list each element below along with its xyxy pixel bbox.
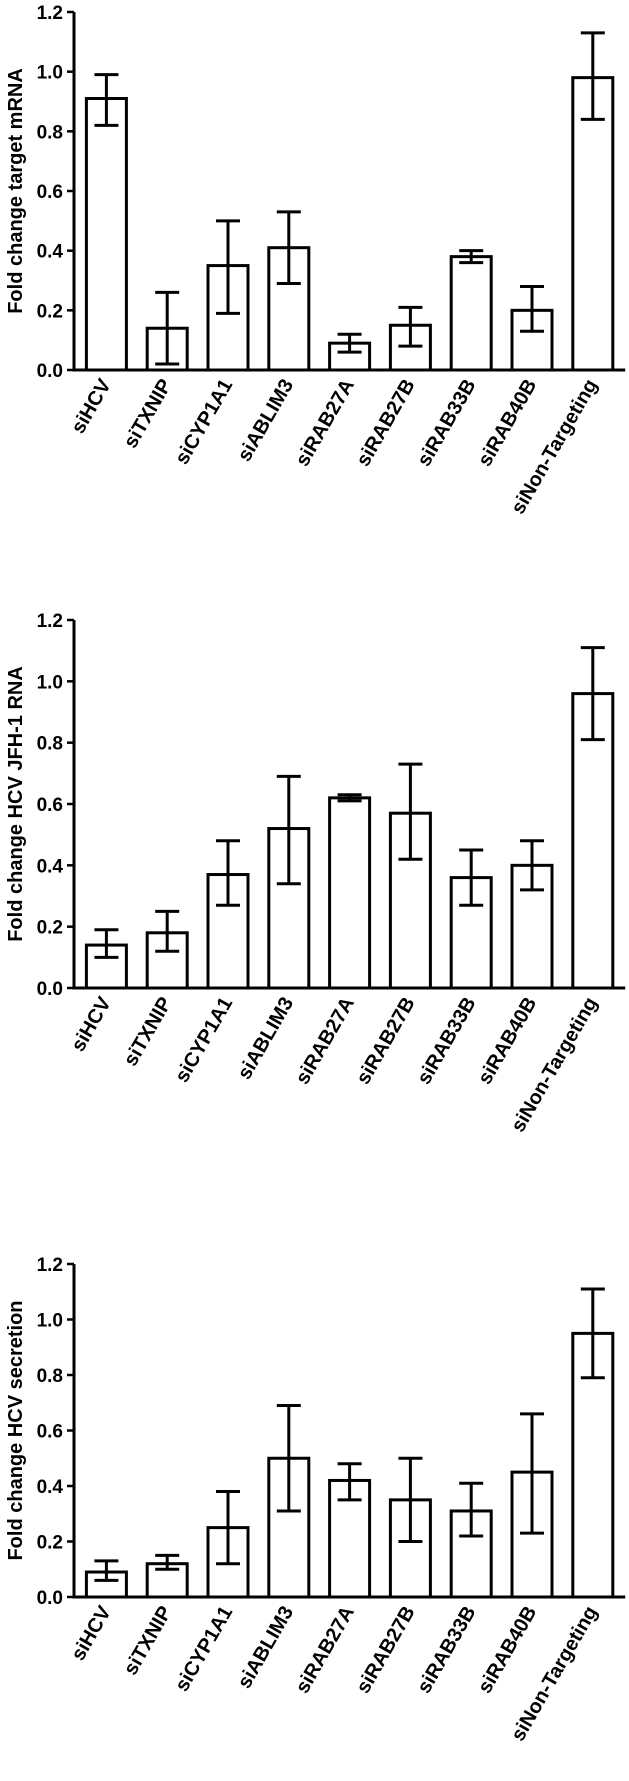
- y-axis-title: Fold change target mRNA: [5, 68, 27, 314]
- bar: [510, 1470, 554, 1599]
- category-label: siRAB27B: [352, 1603, 419, 1698]
- y-tick-label: 0.6: [37, 1422, 63, 1443]
- category-label: siRAB27A: [292, 1603, 359, 1698]
- y-tick-label: 0.0: [37, 361, 63, 382]
- category-label: siRAB27A: [292, 376, 359, 471]
- y-tick-label: 0.2: [37, 1533, 63, 1554]
- category-label: siRAB40B: [474, 1603, 541, 1698]
- y-tick-label: 0.0: [37, 1588, 63, 1609]
- category-label: siRAB27B: [352, 376, 419, 471]
- category-label: siTXNIP: [120, 376, 177, 452]
- y-tick-label: 1.0: [37, 1311, 63, 1332]
- y-tick-label: 0.4: [37, 856, 64, 877]
- y-tick-label: 1.0: [37, 672, 63, 693]
- category-label: siRAB27A: [292, 994, 359, 1089]
- y-tick-label: 1.0: [37, 63, 63, 84]
- bar: [84, 97, 128, 372]
- y-tick-label: 0.8: [37, 1366, 63, 1387]
- category-label: siABLIM3: [234, 376, 299, 466]
- y-tick-label: 0.0: [37, 979, 63, 1000]
- y-tick-label: 0.8: [37, 734, 63, 755]
- category-label: siHCV: [67, 993, 116, 1056]
- category-label: siHCV: [67, 375, 116, 438]
- y-tick-label: 0.2: [37, 918, 63, 939]
- y-tick-label: 0.8: [37, 122, 63, 143]
- chart-panel-secretion: 0.0 0.2 0.4 0.6 0.8 1.0 1.2 Fold change HCV sec…: [5, 1255, 626, 1745]
- y-tick-label: 0.4: [37, 1477, 64, 1498]
- y-tick-label: 1.2: [37, 3, 63, 24]
- category-label: siTXNIP: [120, 1603, 177, 1679]
- category-label: siRAB27B: [352, 994, 419, 1089]
- y-tick-label: 0.6: [37, 182, 63, 203]
- category-label: siCYP1A1: [171, 1603, 237, 1696]
- category-label: siRAB33B: [413, 376, 480, 471]
- bar: [571, 692, 615, 990]
- y-tick-label: 0.2: [37, 301, 63, 322]
- category-label: siRAB33B: [413, 994, 480, 1089]
- category-label: siRAB40B: [474, 376, 541, 471]
- category-label: siABLIM3: [234, 994, 299, 1084]
- bar: [571, 76, 615, 372]
- bar: [328, 796, 372, 990]
- category-label: siCYP1A1: [171, 376, 237, 469]
- category-label: siRAB33B: [413, 1603, 480, 1698]
- chart-panel-mrna: 0.0 0.2 0.4 0.6 0.8 1.0 1.2 Fold change target …: [5, 3, 626, 518]
- y-tick-label: 1.2: [37, 611, 63, 632]
- bar: [267, 827, 311, 990]
- bar: [449, 255, 493, 372]
- y-tick-label: 0.4: [37, 242, 64, 263]
- category-label: siABLIM3: [234, 1603, 299, 1693]
- category-label: siTXNIP: [120, 994, 177, 1070]
- chart-panel-jfh1-rna: 0.0 0.2 0.4 0.6 0.8 1.0 1.2 Fold change HCV JFH…: [5, 611, 626, 1136]
- y-tick-label: 1.2: [37, 1255, 63, 1276]
- y-axis-title: Fold change HCV JFH-1 RNA: [5, 666, 27, 942]
- y-tick-label: 0.6: [37, 795, 63, 816]
- category-label: siHCV: [67, 1602, 116, 1665]
- category-label: siRAB40B: [474, 994, 541, 1089]
- category-label: siCYP1A1: [171, 994, 237, 1087]
- y-axis-title: Fold change HCV secretion: [5, 1300, 27, 1560]
